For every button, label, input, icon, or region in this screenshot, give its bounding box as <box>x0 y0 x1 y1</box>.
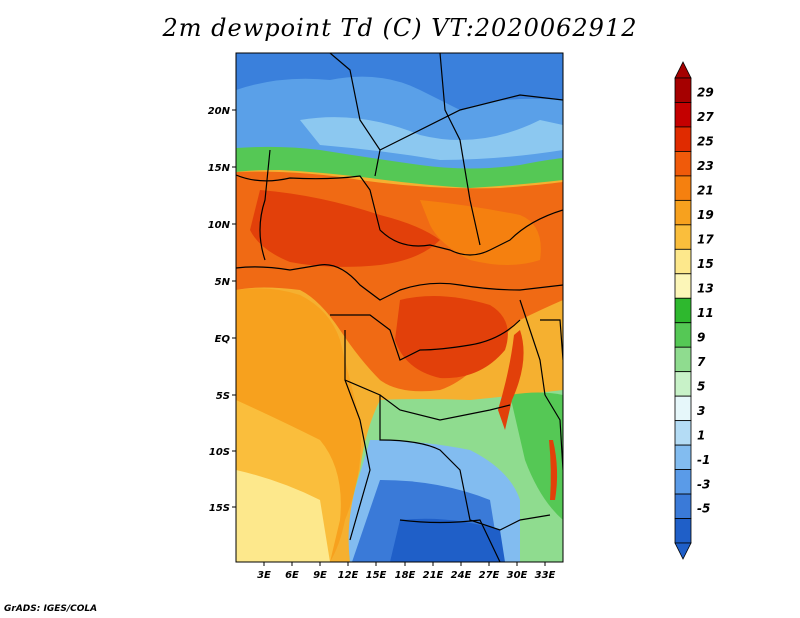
colorbar-swatch <box>674 518 692 544</box>
colorbar-swatch <box>674 273 692 299</box>
colorbar-swatch <box>674 371 692 397</box>
colorbar-swatch <box>674 444 692 470</box>
lon-label: 24E <box>451 570 472 581</box>
colorbar-label: 7 <box>697 355 706 369</box>
colorbar-swatch <box>674 322 692 348</box>
colorbar-label: 29 <box>697 86 714 100</box>
colorbar-top-arrow <box>674 61 692 79</box>
colorbar-swatch <box>674 175 692 201</box>
colorbar-label: 15 <box>697 257 714 271</box>
colorbar-label: 13 <box>697 282 714 296</box>
credit-text: GrADS: IGES/COLA <box>4 604 98 614</box>
lat-label: 15N <box>208 163 231 174</box>
colorbar-label: 9 <box>697 330 705 344</box>
latitude-axis: 20N 15N 10N 5N EQ 5S 10S 15S <box>208 106 236 514</box>
lon-label: 27E <box>479 570 500 581</box>
colorbar-label: -5 <box>697 502 710 516</box>
colorbar-swatch <box>674 493 692 519</box>
colorbar-swatch <box>674 395 692 422</box>
colorbar-swatch <box>674 224 692 250</box>
colorbar-label: 11 <box>697 306 714 320</box>
colorbar-label: -3 <box>697 477 710 491</box>
colorbar-label: 3 <box>697 404 705 418</box>
lon-label: 12E <box>338 570 359 581</box>
lat-label: EQ <box>215 334 231 345</box>
colorbar-label: 19 <box>697 208 714 222</box>
lat-label: 15S <box>209 503 230 514</box>
colorbar-swatch <box>674 469 692 495</box>
lon-label: 15E <box>366 570 387 581</box>
map-frame <box>235 52 564 563</box>
country-borders <box>236 53 563 562</box>
lat-label: 5S <box>216 391 230 402</box>
lon-label: 6E <box>285 570 299 581</box>
colorbar-swatch <box>674 248 692 275</box>
colorbar-label: 27 <box>697 110 714 124</box>
lon-label: 21E <box>423 570 444 581</box>
lat-label: 10N <box>208 220 231 231</box>
colorbar-label: 17 <box>697 233 714 247</box>
lat-label: 20N <box>208 106 231 117</box>
colorbar-label: 21 <box>697 184 714 198</box>
colorbar-label: -1 <box>697 453 710 467</box>
dewpoint-field <box>236 53 563 562</box>
colorbar-swatch <box>674 126 692 152</box>
colorbar-label: 1 <box>697 428 705 442</box>
colorbar: 29 27 25 23 21 19 17 15 13 11 9 7 5 3 1 -1 -3 -5 <box>674 61 714 560</box>
colorbar-label: 25 <box>697 135 714 149</box>
lon-label: 9E <box>313 570 327 581</box>
colorbar-swatch <box>674 199 692 226</box>
lon-label: 33E <box>535 570 556 581</box>
colorbar-swatch <box>674 346 692 373</box>
colorbar-label: 5 <box>697 379 705 393</box>
colorbar-bottom-arrow <box>674 542 692 560</box>
colorbar-label: 23 <box>697 159 714 173</box>
lat-label: 10S <box>209 447 230 458</box>
colorbar-swatch <box>674 102 692 128</box>
colorbar-swatch <box>674 77 692 103</box>
lon-label: 18E <box>395 570 416 581</box>
chart-title: 2m dewpoint Td (C) VT:2020062912 <box>162 14 638 42</box>
colorbar-swatch <box>674 420 692 446</box>
lon-label: 30E <box>507 570 528 581</box>
colorbar-swatch <box>674 151 692 177</box>
lon-label: 3E <box>257 570 271 581</box>
lat-label: 5N <box>215 277 231 288</box>
colorbar-swatch <box>674 297 692 324</box>
longitude-axis: 3E 6E 9E 12E 15E 18E 21E 24E 27E 30E 33E <box>257 562 556 581</box>
